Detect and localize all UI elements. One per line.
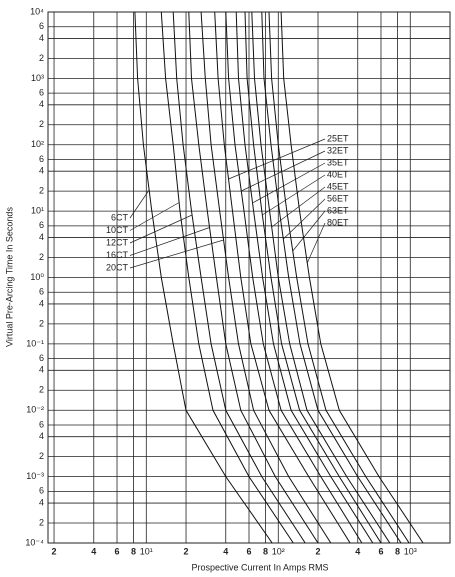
y-tick-label: 4	[39, 33, 44, 43]
x-tick-label: 4	[355, 546, 360, 556]
fuse-curve	[225, 12, 363, 543]
x-tick-label: 2	[316, 546, 321, 556]
fuse-curve	[200, 12, 332, 543]
fuse-curve	[134, 12, 273, 543]
y-tick-label: 10¹	[31, 206, 44, 216]
x-tick-label: 10³	[404, 546, 417, 556]
fuse-curve	[261, 12, 402, 543]
y-tick-label: 6	[39, 419, 44, 429]
y-tick-label: 10⁰	[30, 272, 44, 282]
leader-line	[228, 138, 326, 180]
fuse-curve	[172, 12, 306, 543]
y-tick-label: 6	[39, 353, 44, 363]
y-tick-label: 2	[39, 252, 44, 262]
y-tick-label: 6	[39, 287, 44, 297]
legend-label: 12CT	[106, 237, 129, 247]
x-tick-label: 4	[91, 546, 96, 556]
y-tick-label: 6	[39, 220, 44, 230]
y-tick-label: 4	[39, 99, 44, 109]
y-tick-label: 6	[39, 486, 44, 496]
y-tick-label: 2	[39, 53, 44, 63]
y-tick-label: 2	[39, 119, 44, 129]
y-tick-label: 4	[39, 497, 44, 507]
y-tick-label: 10⁻⁴	[25, 537, 44, 547]
legend-label: 63ET	[327, 205, 349, 215]
y-tick-label: 10⁴	[30, 6, 44, 16]
legend-label: 10CT	[106, 225, 129, 235]
fuse-curve	[280, 12, 424, 543]
x-axis-label: Prospective Current In Amps RMS	[191, 562, 328, 572]
leader-line	[129, 189, 150, 219]
y-tick-label: 4	[39, 365, 44, 375]
y-tick-label: 4	[39, 166, 44, 176]
y-tick-label: 6	[39, 87, 44, 97]
x-tick-label: 6	[115, 546, 120, 556]
legend-label: 35ET	[327, 157, 349, 167]
leader-line	[129, 202, 180, 231]
y-tick-label: 4	[39, 232, 44, 242]
y-tick-label: 2	[39, 451, 44, 461]
x-tick-label: 10¹	[140, 546, 153, 556]
y-tick-label: 2	[39, 385, 44, 395]
fuse-curve	[251, 12, 391, 543]
legend-label: 20CT	[106, 262, 129, 272]
y-tick-label: 6	[39, 21, 44, 31]
x-tick-label: 6	[378, 546, 383, 556]
legend-label: 40ET	[327, 169, 349, 179]
legend-label: 45ET	[327, 181, 349, 191]
y-tick-label: 4	[39, 431, 44, 441]
y-tick-label: 2	[39, 186, 44, 196]
y-axis-label: Virtual Pre-Arcing Time In Seconds	[4, 207, 14, 347]
fuse-curve	[214, 12, 351, 543]
x-tick-label: 8	[395, 546, 400, 556]
y-tick-label: 10⁻¹	[26, 338, 44, 348]
legend-label: 16CT	[106, 250, 129, 260]
fuse-curve	[160, 12, 294, 543]
legend-label: 80ET	[327, 217, 349, 227]
leader-line	[306, 222, 326, 264]
leader-line	[129, 214, 193, 244]
leader-line	[252, 162, 326, 204]
leader-line	[129, 239, 224, 269]
y-tick-label: 10⁻²	[26, 405, 44, 415]
x-tick-label: 4	[223, 546, 228, 556]
x-tick-label: 6	[246, 546, 251, 556]
y-tick-label: 2	[39, 318, 44, 328]
legend-label: 6CT	[111, 212, 129, 222]
x-tick-label: 2	[184, 546, 189, 556]
leader-line	[262, 174, 326, 216]
y-tick-label: 2	[39, 517, 44, 527]
fuse-curve	[188, 12, 319, 543]
legend-label: 32ET	[327, 145, 349, 155]
leader-line	[129, 227, 210, 256]
x-tick-label: 8	[131, 546, 136, 556]
leader-line	[241, 150, 326, 192]
fuse-curve	[244, 12, 382, 543]
x-tick-label: 2	[52, 546, 57, 556]
y-tick-label: 4	[39, 298, 44, 308]
y-tick-label: 10²	[31, 139, 44, 149]
legend-label: 25ET	[327, 133, 349, 143]
y-tick-label: 10³	[31, 73, 44, 83]
y-tick-label: 10⁻³	[26, 471, 44, 481]
y-tick-label: 6	[39, 154, 44, 164]
x-tick-label: 8	[263, 546, 268, 556]
x-tick-label: 10²	[272, 546, 285, 556]
leader-line	[292, 210, 326, 252]
fuse-curve	[268, 12, 410, 543]
legend-label: 56ET	[327, 193, 349, 203]
fuse-curve	[235, 12, 374, 543]
